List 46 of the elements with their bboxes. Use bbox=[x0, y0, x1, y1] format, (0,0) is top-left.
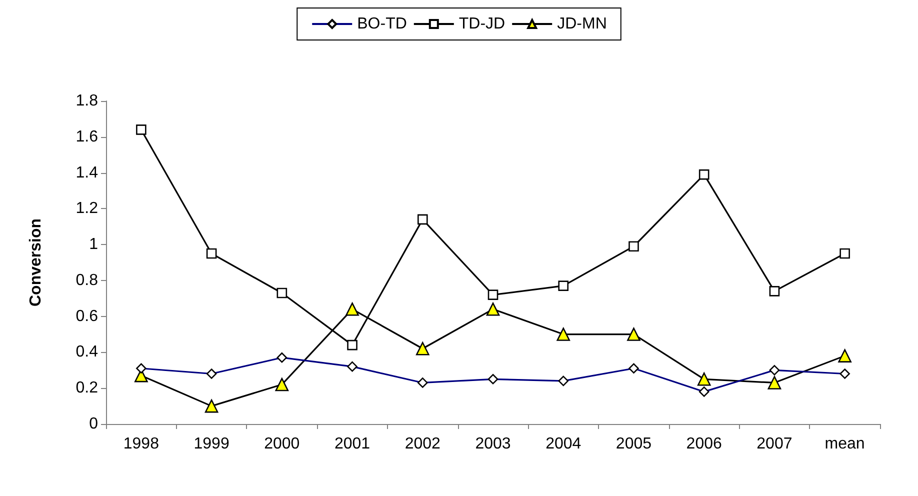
point bbox=[486, 302, 500, 316]
point bbox=[627, 328, 640, 341]
x-tick-label: 1999 bbox=[194, 436, 230, 452]
x-tick-label: 2003 bbox=[475, 436, 511, 452]
point bbox=[769, 286, 780, 296]
x-tick-label: mean bbox=[824, 436, 865, 452]
legend-label: BO-TD bbox=[357, 16, 407, 32]
x-tick-label: 2007 bbox=[756, 436, 792, 452]
point bbox=[276, 288, 288, 298]
y-tick-label: 0.6 bbox=[76, 308, 98, 325]
x-tick-label: 2001 bbox=[334, 436, 370, 452]
point bbox=[416, 342, 430, 356]
point bbox=[346, 302, 359, 316]
point bbox=[206, 248, 217, 259]
y-tick-label: 1.6 bbox=[76, 128, 98, 146]
point bbox=[838, 349, 852, 362]
legend-label: TD-JD bbox=[458, 16, 506, 32]
y-tick-label: 0.4 bbox=[76, 344, 98, 361]
point bbox=[347, 340, 358, 350]
x-tick-label: 2002 bbox=[404, 436, 441, 452]
point bbox=[136, 124, 146, 135]
point bbox=[204, 399, 218, 413]
point bbox=[628, 241, 639, 252]
point bbox=[698, 169, 710, 180]
y-axis-title: Conversion bbox=[28, 218, 44, 307]
point bbox=[275, 378, 289, 392]
y-tick-label: 1 bbox=[89, 236, 98, 254]
x-tick-label: 1998 bbox=[123, 436, 160, 452]
x-tick-label: 2005 bbox=[616, 436, 652, 452]
point bbox=[417, 214, 428, 225]
x-tick-label: 2006 bbox=[686, 436, 722, 452]
legend-label: JD-MN bbox=[557, 16, 607, 32]
point bbox=[840, 248, 850, 259]
x-tick-label: 2000 bbox=[264, 436, 300, 452]
y-tick-label: 1.4 bbox=[76, 164, 98, 182]
point bbox=[558, 280, 569, 291]
point bbox=[697, 372, 711, 386]
y-tick-label: 0.8 bbox=[76, 272, 98, 289]
point bbox=[768, 376, 782, 390]
x-tick-label: 2004 bbox=[546, 436, 582, 452]
y-tick-label: 0 bbox=[89, 416, 98, 432]
point bbox=[556, 328, 570, 341]
point bbox=[488, 290, 498, 300]
y-tick-label: 0.2 bbox=[76, 380, 98, 397]
y-tick-label: 1.8 bbox=[76, 92, 98, 110]
y-tick-label: 1.2 bbox=[76, 200, 98, 218]
